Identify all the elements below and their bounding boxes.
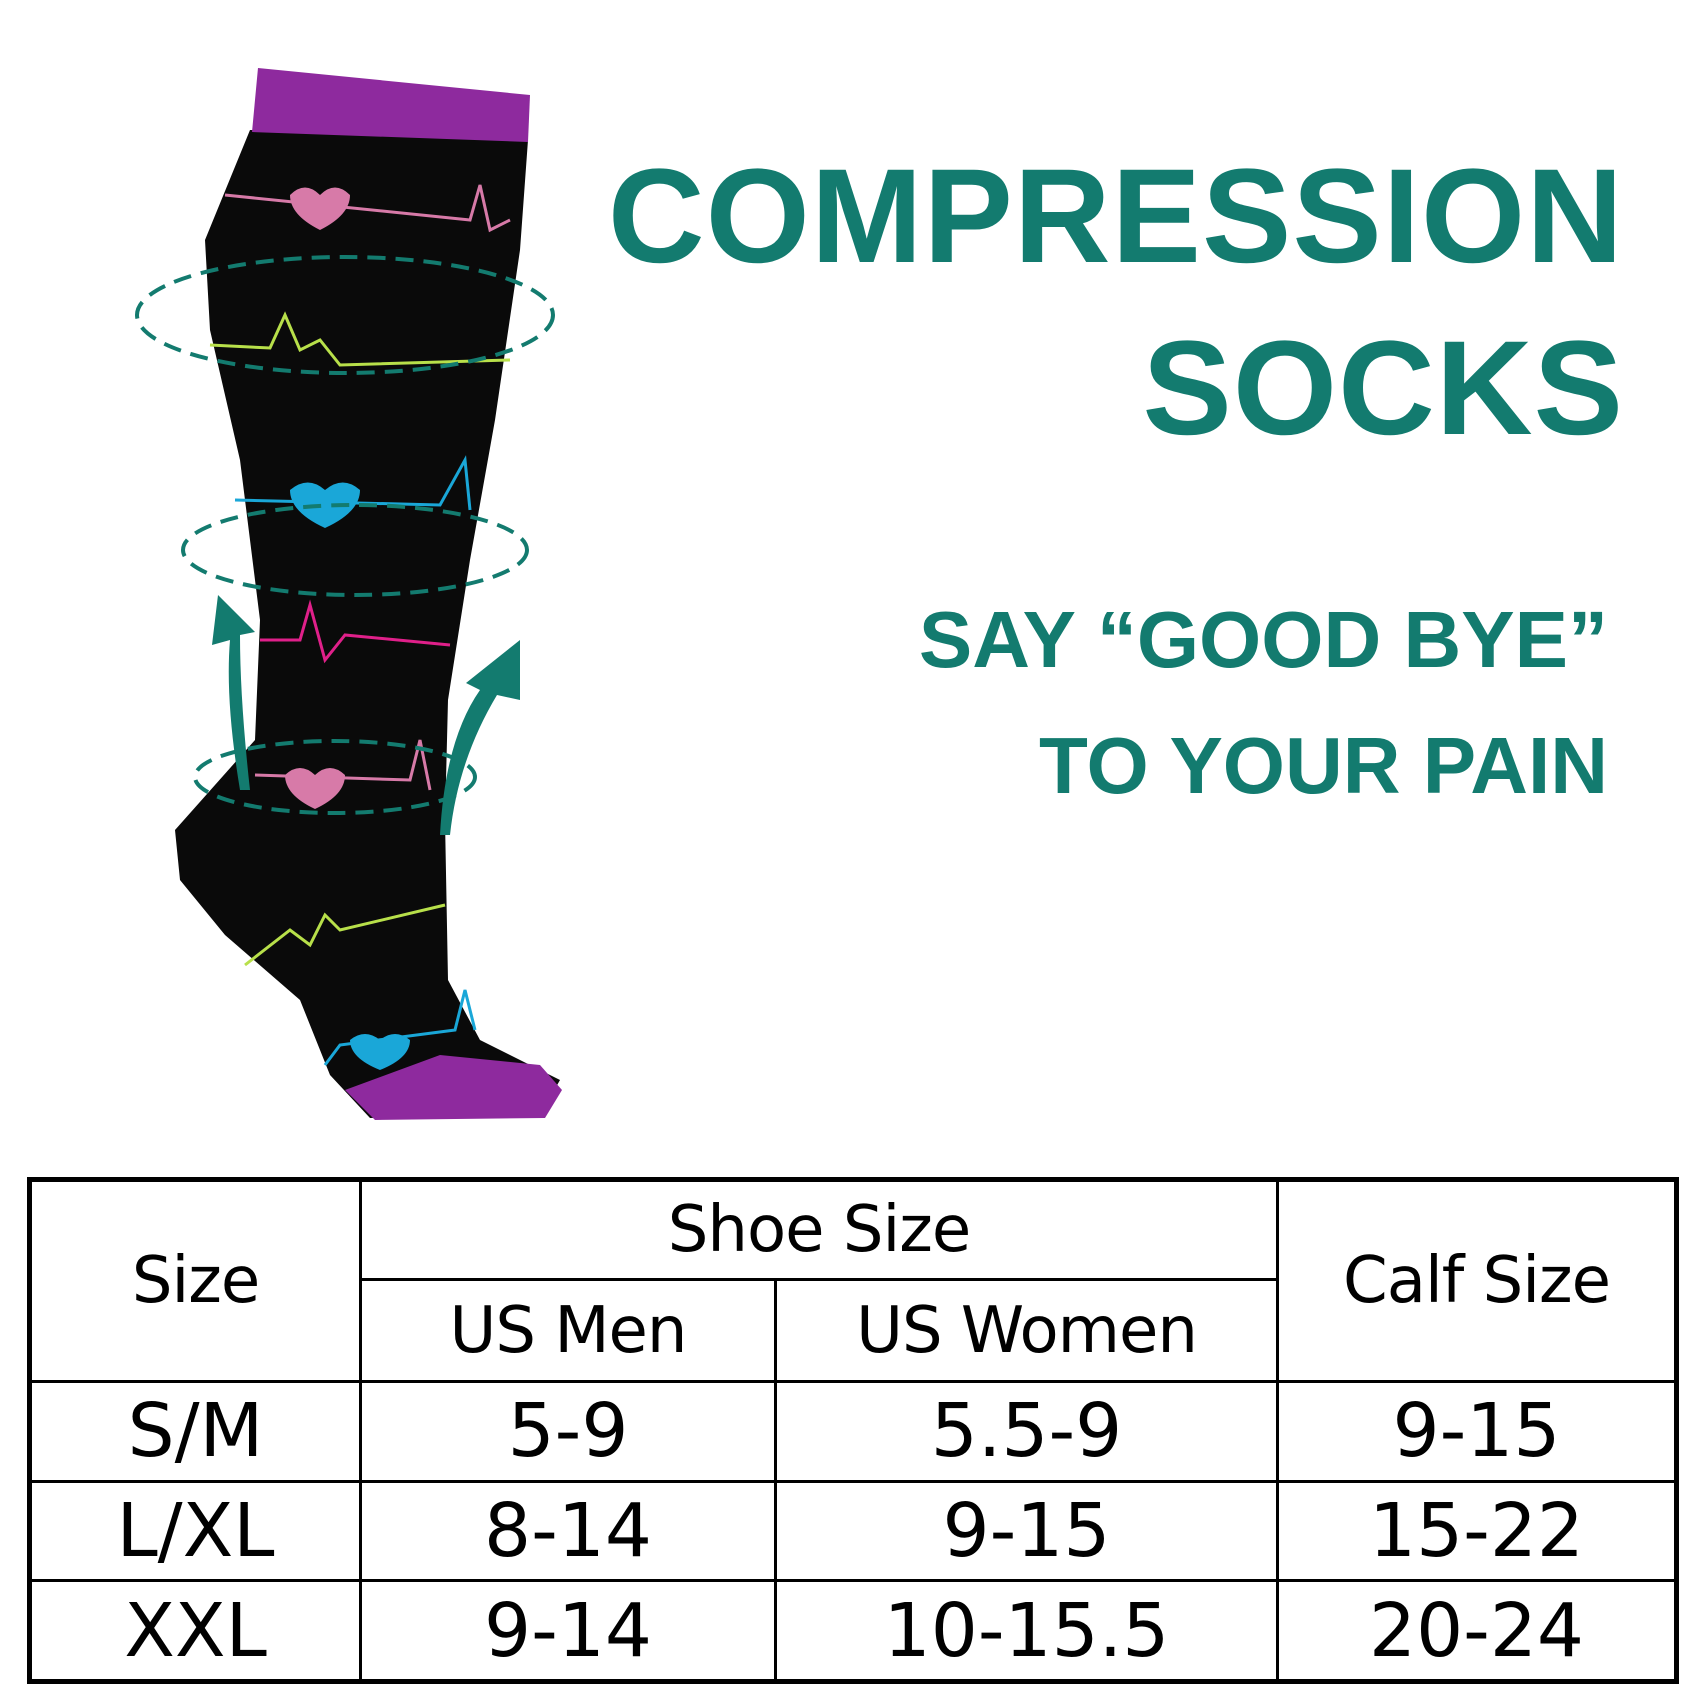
cell-us-women: 9-15 <box>774 1479 1279 1583</box>
tagline-line-1: SAY “GOOD BYE” <box>918 595 1608 684</box>
cell-calf: 20-24 <box>1276 1579 1678 1683</box>
header-us-women: US Women <box>774 1278 1279 1383</box>
cell-size: L/XL <box>28 1479 362 1583</box>
header-calf-size: Calf Size <box>1276 1178 1678 1383</box>
sock-body <box>175 130 560 1118</box>
cell-us-men: 5-9 <box>359 1380 777 1483</box>
header-us-men: US Men <box>359 1278 777 1383</box>
table-row: L/XL 8-14 9-15 15-22 <box>28 1479 1678 1583</box>
cell-us-women: 5.5-9 <box>774 1380 1279 1483</box>
headline-line-1: COMPRESSION <box>607 142 1624 291</box>
sock-illustration <box>135 68 562 1120</box>
size-chart-table: Size Shoe Size Calf Size US Men US Women… <box>27 1177 1679 1684</box>
cell-size: XXL <box>28 1579 362 1683</box>
headline-line-2: SOCKS <box>1142 314 1624 463</box>
cell-us-women: 10-15.5 <box>774 1579 1279 1683</box>
sock-toe <box>345 1055 562 1120</box>
table-row: XXL 9-14 10-15.5 20-24 <box>28 1579 1678 1683</box>
tagline-line-2: TO YOUR PAIN <box>1039 721 1608 810</box>
header-size: Size <box>28 1178 362 1383</box>
cell-size: S/M <box>28 1380 362 1483</box>
cell-us-men: 8-14 <box>359 1479 777 1583</box>
up-arrow-icon <box>212 595 520 835</box>
header-shoe-size: Shoe Size <box>359 1178 1279 1281</box>
cell-us-men: 9-14 <box>359 1579 777 1683</box>
cell-calf: 9-15 <box>1276 1380 1678 1483</box>
cell-calf: 15-22 <box>1276 1479 1678 1583</box>
sock-cuff <box>252 68 530 142</box>
table-row: S/M 5-9 5.5-9 9-15 <box>28 1380 1678 1483</box>
